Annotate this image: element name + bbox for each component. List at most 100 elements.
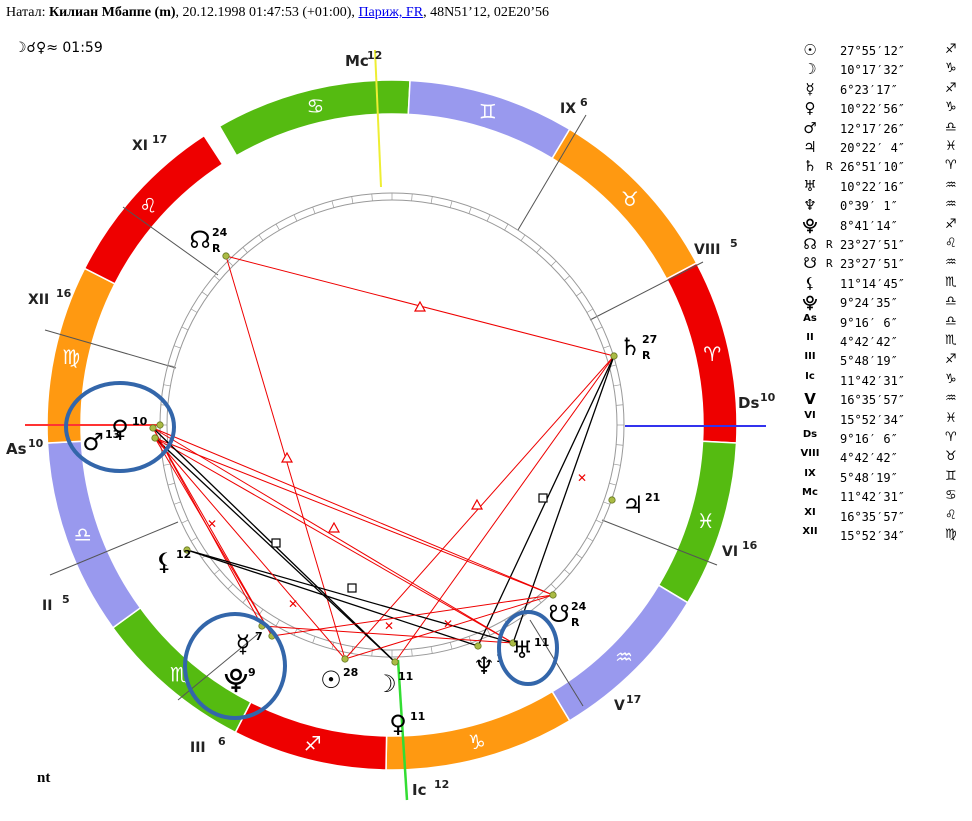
position-symbol: ♃	[803, 138, 817, 156]
position-symbol: VI	[804, 409, 816, 421]
planet-glyph: ♀	[111, 415, 129, 443]
birth-coords: , 48N51’12, 02E20’56	[423, 5, 550, 20]
position-value: 16°35′57″	[840, 509, 906, 524]
position-value: 10°17′32″	[840, 63, 906, 78]
zodiac-segment	[657, 440, 738, 604]
position-symbol: As	[803, 312, 817, 324]
header-prefix: Натал:	[6, 5, 46, 20]
aspect-marker-cross: ✕	[443, 617, 453, 631]
position-value: 11°42′31″	[840, 490, 906, 505]
degree-tick	[190, 308, 198, 313]
position-sign: ♎	[945, 313, 957, 329]
planet-dot	[183, 546, 191, 554]
degree-tick	[504, 223, 509, 231]
position-value: 6°23′17″	[840, 82, 898, 97]
aspect-marker-square	[538, 493, 548, 503]
planet-glyph: ⚸	[155, 548, 173, 576]
degree-tick	[331, 200, 335, 208]
place-link[interactable]: Париж, FR	[358, 5, 424, 20]
planet-degree: 10	[132, 415, 148, 428]
position-symbol: Mc	[802, 487, 818, 499]
aspect-line	[152, 427, 514, 644]
position-symbol: ☽	[803, 60, 817, 79]
aspect-line	[394, 355, 615, 663]
degree-tick	[616, 444, 624, 446]
degree-tick	[242, 247, 248, 253]
house-label: VIII	[694, 242, 720, 258]
zodiac-segment	[665, 262, 738, 444]
position-row: ♀ 10°22′56″ ♑	[800, 98, 970, 118]
degree-tick	[564, 275, 570, 281]
degree-tick	[520, 234, 526, 241]
degree-tick	[486, 628, 491, 636]
zodiac-segment	[46, 440, 142, 629]
position-symbol: II	[806, 332, 814, 343]
degree-tick	[586, 308, 594, 313]
degree-tick	[550, 260, 557, 267]
planet-degree: 27	[642, 333, 657, 346]
house-label: IX	[560, 101, 576, 117]
aspect-marker-cross: ✕	[577, 471, 587, 485]
degree-tick	[613, 463, 621, 466]
planet-dot	[151, 434, 159, 442]
position-retro: R	[826, 257, 833, 271]
position-symbol: ♀	[804, 99, 816, 118]
aspect-line	[154, 437, 514, 644]
degree-tick	[371, 193, 373, 201]
house-cusp-line	[44, 329, 177, 369]
zodiac-sign-glyph: ♋	[306, 94, 324, 118]
position-sign: ♎	[945, 119, 957, 135]
position-symbol: ☿	[805, 79, 815, 98]
zodiac-sign-glyph: ♓	[697, 509, 715, 533]
zodiac-segment	[551, 584, 689, 722]
house-label: V	[614, 698, 625, 714]
position-sign: ♐	[945, 216, 957, 232]
position-sign: ♒	[945, 391, 957, 407]
corner-label: nt	[37, 770, 51, 786]
zodiac-sign-glyph: ♌	[139, 194, 157, 218]
position-row: VIII 4°42′42″ ♉	[800, 447, 970, 467]
degree-tick	[564, 569, 570, 575]
degree-tick	[312, 206, 316, 214]
degree-tick	[227, 583, 234, 590]
position-row: Ds 9°16′ 6″ ♈	[800, 428, 970, 448]
zodiac-sign-glyph: ♍	[62, 345, 80, 369]
degree-tick	[609, 482, 617, 486]
zodiac-segment	[83, 134, 224, 285]
planet-degree: 7	[255, 630, 263, 643]
house-cusp-line	[122, 206, 219, 276]
planet-glyph: ☿	[236, 630, 251, 658]
position-symbol: XII	[802, 526, 818, 537]
degree-tick	[411, 193, 413, 201]
angle-degree-ic: 12	[434, 778, 449, 791]
degree-tick	[595, 326, 603, 331]
position-symbol: Ic	[805, 370, 815, 382]
planet-degree: 12	[176, 548, 191, 561]
aspect-marker-trine	[470, 498, 484, 510]
highlight-circle-mercury-pluto	[183, 612, 287, 720]
position-sign: ♐	[945, 80, 957, 96]
highlight-circle-mars-venus	[64, 381, 176, 473]
planet-degree: 13	[105, 428, 120, 441]
degree-tick	[190, 537, 198, 542]
house-cusp-line	[601, 519, 718, 566]
position-sign: ♍	[945, 527, 957, 542]
planet-glyph: ♀	[389, 710, 407, 738]
position-sign: ♑	[945, 61, 957, 77]
house-cusp-line	[517, 114, 587, 231]
planet-dot	[610, 352, 618, 360]
position-symbol: ♆	[803, 196, 817, 215]
zodiac-sign-glyph: ♊	[479, 99, 497, 123]
zodiac-sign-glyph: ♈	[703, 342, 721, 366]
degree-tick	[163, 384, 171, 387]
position-value: 27°55′12″	[840, 44, 906, 58]
zodiac-segment	[234, 701, 388, 771]
planet-glyph: ⯓	[224, 666, 247, 694]
position-row: Mc 11°42′31″ ♋	[800, 486, 970, 506]
position-symbol: ♂	[803, 118, 817, 137]
zodiac-segment	[407, 79, 571, 160]
person-name: Килиан Мбаппе (m)	[48, 5, 176, 20]
position-row: ♄ R 26°51′10″ ♈	[800, 156, 970, 176]
planet-dot	[149, 424, 157, 432]
